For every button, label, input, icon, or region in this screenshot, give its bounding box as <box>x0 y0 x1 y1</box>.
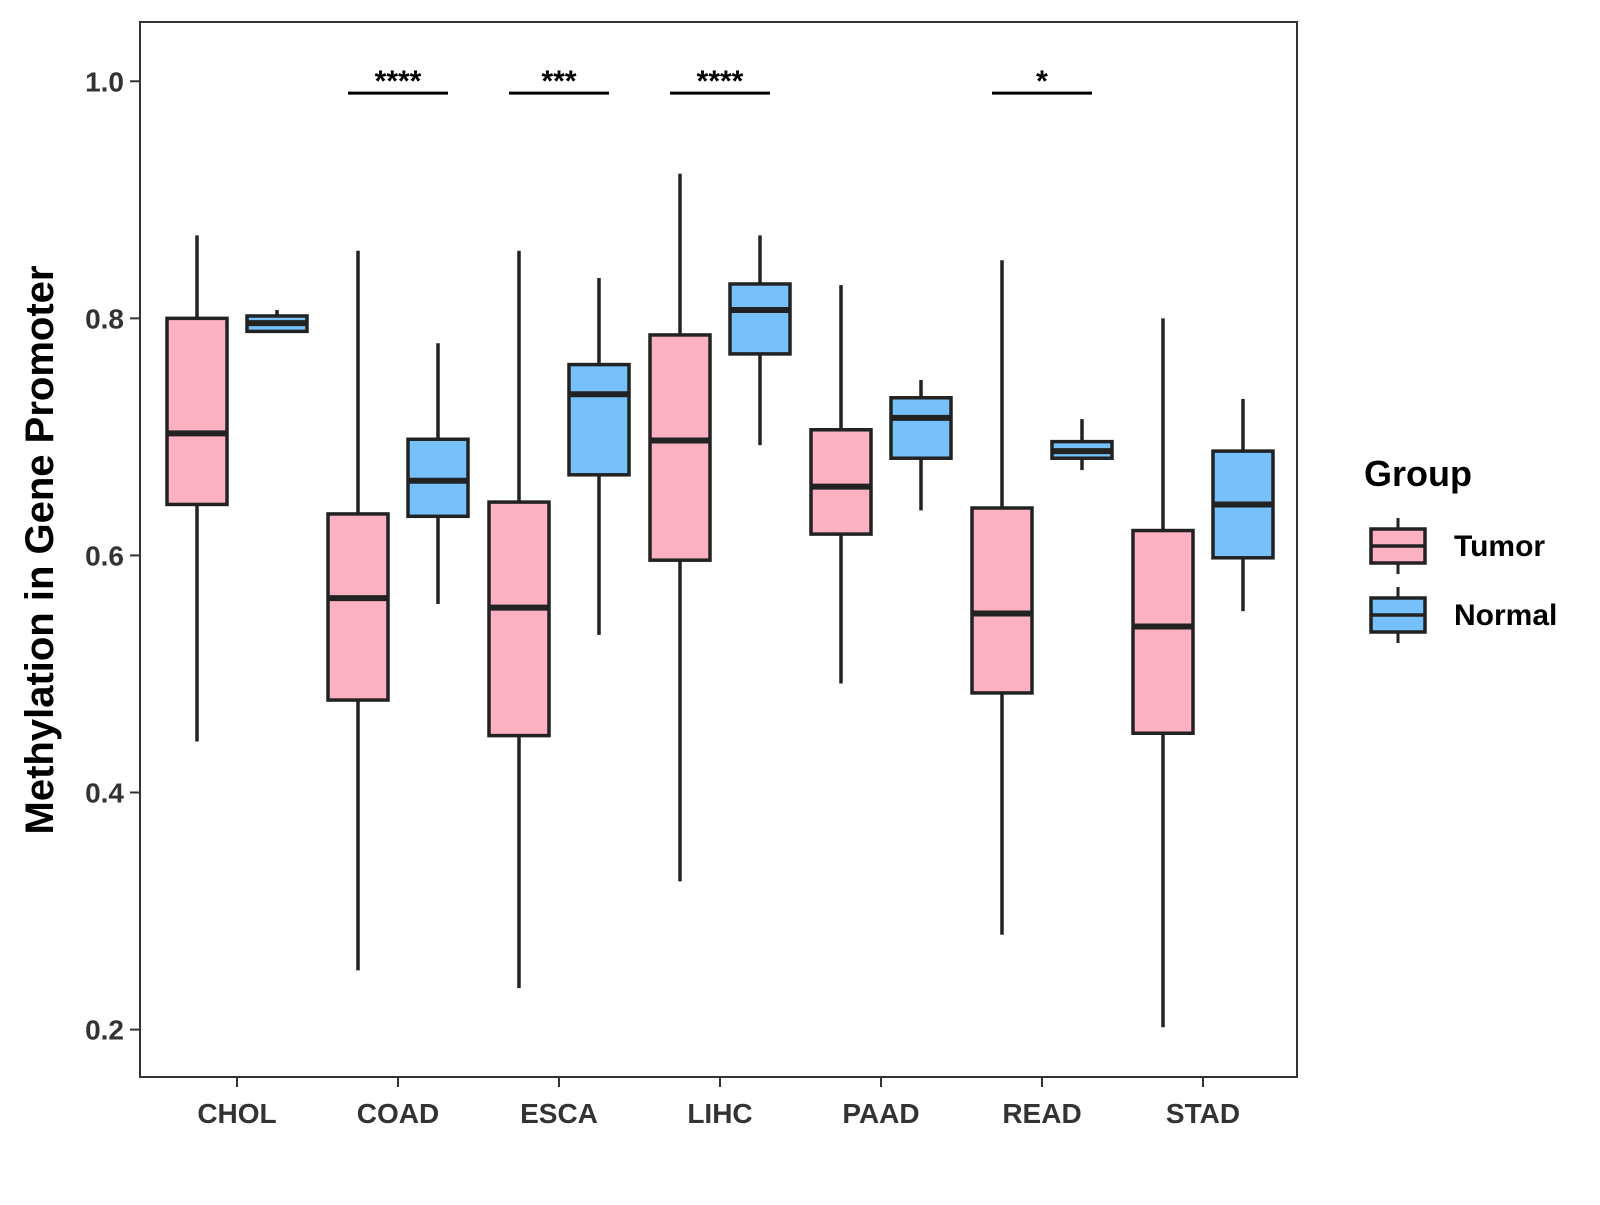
legend-entry-tumor: Tumor <box>1369 518 1545 574</box>
box-normal-read <box>1050 419 1114 471</box>
x-tick-label-lihc: LIHC <box>687 1098 752 1129</box>
y-tick-label-3: 0.8 <box>85 303 124 334</box>
y-tick-label-4: 1.0 <box>85 66 124 97</box>
box-body-tumor-lihc <box>648 333 712 562</box>
legend-entry-normal: Normal <box>1369 587 1557 643</box>
x-tick-label-stad: STAD <box>1166 1098 1240 1129</box>
sig-label-esca: *** <box>541 65 576 98</box>
box-body-tumor-chol <box>165 316 229 507</box>
legend-label-normal: Normal <box>1454 599 1557 632</box>
axis-layer: 0.2 0.4 0.6 0.8 1.0 CHOL COAD ESCA LIHC PAAD READ S… <box>85 66 1240 1129</box>
plot-panel <box>139 21 1298 1078</box>
box-body-tumor-coad <box>326 512 390 702</box>
box-normal-coad <box>406 343 470 605</box>
y-tick-label-0: 0.2 <box>85 1015 124 1046</box>
marks-layer: **** *** **** * <box>165 65 1275 1028</box>
legend-label-tumor: Tumor <box>1454 530 1545 563</box>
x-tick-label-read: READ <box>1002 1098 1081 1129</box>
box-body-tumor-read <box>970 506 1034 695</box>
box-tumor-stad <box>1131 318 1195 1028</box>
box-normal-chol <box>245 310 309 334</box>
box-normal-esca <box>567 278 631 635</box>
box-tumor-paad <box>809 285 873 684</box>
sig-label-read: * <box>1036 65 1048 98</box>
box-tumor-esca <box>487 250 551 989</box>
x-tick-label-paad: PAAD <box>842 1098 919 1129</box>
legend: Group Tumor Normal <box>1364 453 1557 643</box>
box-normal-stad <box>1211 398 1275 612</box>
box-body-normal-paad <box>889 396 953 460</box>
sig-label-coad: **** <box>375 65 422 98</box>
box-normal-paad <box>889 379 953 511</box>
legend-title: Group <box>1364 453 1472 494</box>
x-tick-label-coad: COAD <box>357 1098 439 1129</box>
y-axis-label: Methylation in Gene Promoter <box>18 266 62 835</box>
box-tumor-lihc <box>648 173 712 882</box>
x-tick-label-chol: CHOL <box>197 1098 276 1129</box>
box-tumor-chol <box>165 235 229 742</box>
box-body-normal-esca <box>567 362 631 477</box>
box-body-tumor-paad <box>809 428 873 536</box>
legend-entries: Tumor Normal <box>1369 518 1557 643</box>
y-tick-label-2: 0.6 <box>85 540 124 571</box>
x-tick-label-esca: ESCA <box>520 1098 598 1129</box>
box-body-tumor-stad <box>1131 528 1195 735</box>
sig-label-lihc: **** <box>697 65 744 98</box>
box-body-tumor-esca <box>487 500 551 738</box>
box-body-normal-lihc <box>728 282 792 356</box>
box-tumor-read <box>970 260 1034 935</box>
y-tick-label-1: 0.4 <box>85 778 124 809</box>
box-tumor-coad <box>326 250 390 971</box>
box-normal-lihc <box>728 235 792 446</box>
